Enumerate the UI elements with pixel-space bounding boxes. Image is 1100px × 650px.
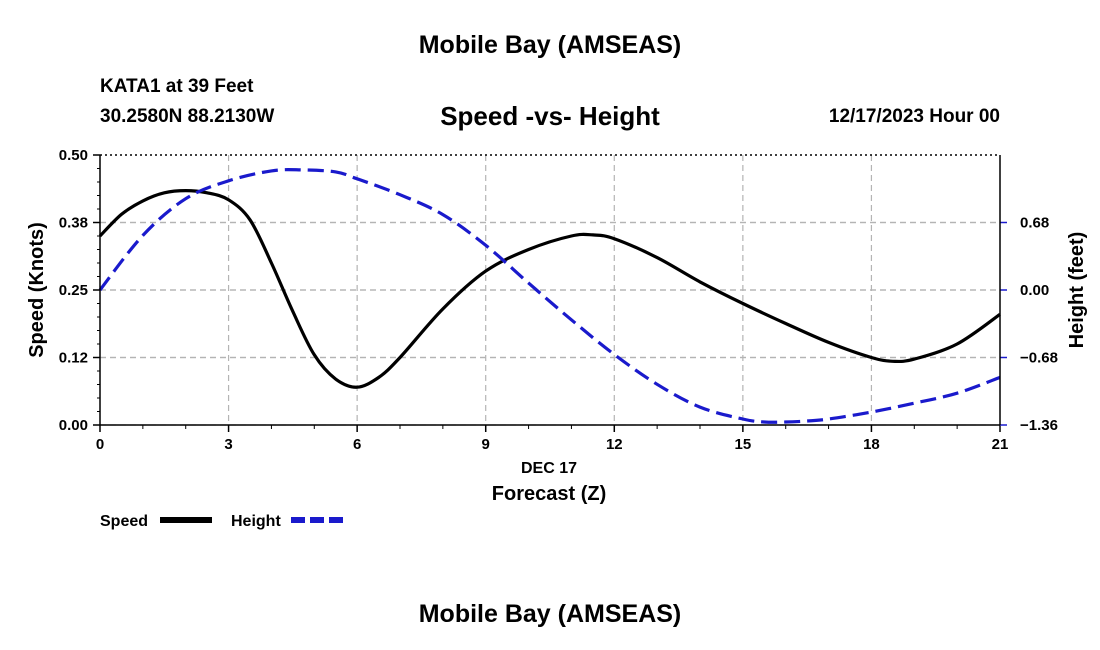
grid-layer bbox=[100, 155, 1000, 426]
y-tick-label: 0.38 bbox=[59, 215, 88, 232]
y2-axis-label: Height (feet) bbox=[1066, 232, 1088, 349]
series-line-speed bbox=[98, 189, 1001, 389]
x-tick-label: 15 bbox=[735, 436, 752, 453]
x-tick-label: 0 bbox=[96, 436, 104, 453]
x-tick-label: 21 bbox=[992, 436, 1009, 453]
y2-tick-label: 0.68 bbox=[1020, 215, 1049, 232]
x-tick-label: 12 bbox=[606, 436, 623, 453]
x-axis-label: Forecast (Z) bbox=[492, 483, 606, 505]
y2-tick-label: 0.00 bbox=[1020, 282, 1049, 299]
x-tick-label: 6 bbox=[353, 436, 361, 453]
x-sub-label: DEC 17 bbox=[521, 460, 577, 477]
y2-tick-label: −0.68 bbox=[1020, 350, 1058, 367]
legend: Speed Height bbox=[100, 513, 343, 530]
x-tick-label: 18 bbox=[863, 436, 880, 453]
y-tick-label: 0.00 bbox=[59, 417, 88, 434]
chart-title: Speed -vs- Height bbox=[440, 101, 660, 131]
forecast-date-label: 12/17/2023 Hour 00 bbox=[828, 106, 1000, 127]
y-tick-label: 0.12 bbox=[59, 350, 88, 367]
y-tick-label: 0.50 bbox=[59, 147, 88, 164]
y2-tick-label: −1.36 bbox=[1020, 417, 1058, 434]
top-title: Mobile Bay (AMSEAS) bbox=[418, 31, 682, 59]
series-layer bbox=[98, 168, 1001, 424]
bottom-title: Mobile Bay (AMSEAS) bbox=[418, 600, 682, 628]
station-label: KATA1 at 39 Feet bbox=[100, 76, 254, 97]
x-tick-label: 9 bbox=[482, 436, 490, 453]
y-tick-label: 0.25 bbox=[59, 282, 88, 299]
series-line-height bbox=[98, 168, 1001, 424]
y-axis-label: Speed (Knots) bbox=[26, 222, 48, 358]
station-coords: 30.2580N 88.2130W bbox=[100, 106, 275, 127]
legend-label-height: Height bbox=[231, 513, 281, 530]
x-tick-label: 3 bbox=[224, 436, 232, 453]
legend-label-speed: Speed bbox=[100, 513, 148, 530]
axes-layer: 0 3 6 9 12 15 18 21 0.00 0.12 0.25 0.38 0.50 −1.36 −0.… bbox=[59, 147, 1058, 453]
